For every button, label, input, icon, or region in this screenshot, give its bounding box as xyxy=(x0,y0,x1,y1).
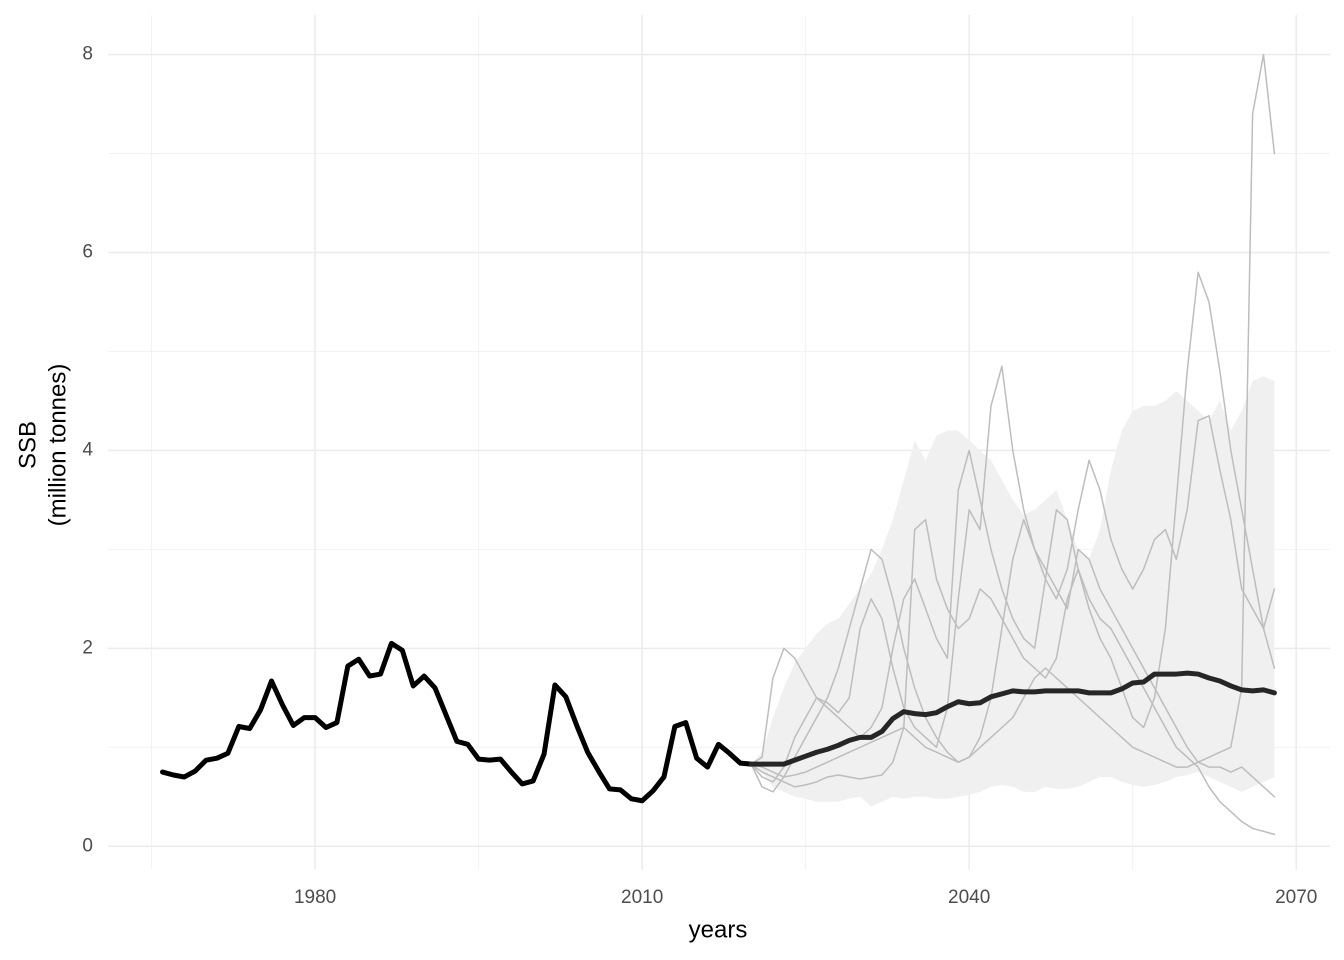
y-tick-label: 6 xyxy=(82,242,93,263)
y-tick-label: 4 xyxy=(82,439,93,460)
confidence-band xyxy=(751,376,1275,807)
series-line xyxy=(750,53,1276,778)
y-tick-label: 0 xyxy=(82,835,93,856)
y-axis-title-line: (million tonnes) xyxy=(44,364,71,527)
y-axis-title: SSB (million tonnes) xyxy=(14,364,71,527)
series-line xyxy=(748,670,1277,767)
y-tick-label: 2 xyxy=(82,637,93,658)
series-line xyxy=(750,415,1276,793)
series-line xyxy=(160,640,754,804)
x-tick-label: 2070 xyxy=(1275,887,1317,908)
x-tick-label: 2010 xyxy=(621,887,663,908)
series-line xyxy=(750,365,1276,798)
x-tick-label: 2040 xyxy=(948,887,990,908)
series-line xyxy=(750,518,1276,836)
x-axis-title: years xyxy=(689,916,748,943)
x-tick-label: 1980 xyxy=(294,887,336,908)
y-tick-label: 8 xyxy=(82,44,93,65)
series-line xyxy=(750,271,1276,765)
y-axis-title-line: SSB xyxy=(14,421,41,469)
